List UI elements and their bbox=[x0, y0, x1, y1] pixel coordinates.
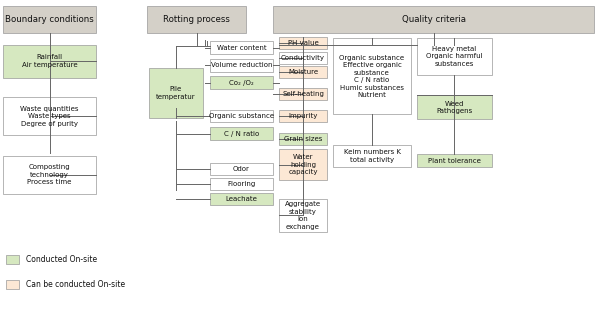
FancyBboxPatch shape bbox=[149, 68, 203, 118]
Text: Leachate: Leachate bbox=[226, 196, 257, 202]
FancyBboxPatch shape bbox=[3, 156, 96, 194]
FancyBboxPatch shape bbox=[3, 97, 96, 135]
FancyBboxPatch shape bbox=[279, 88, 327, 100]
Text: Composting
technology
Process time: Composting technology Process time bbox=[28, 164, 71, 185]
FancyBboxPatch shape bbox=[417, 38, 492, 75]
Text: Aggregate
stability
Ion
exchange: Aggregate stability Ion exchange bbox=[285, 201, 321, 230]
Text: Grain sizes: Grain sizes bbox=[284, 136, 322, 142]
FancyBboxPatch shape bbox=[333, 145, 411, 167]
Text: Impurity: Impurity bbox=[289, 114, 317, 119]
FancyBboxPatch shape bbox=[210, 193, 273, 205]
FancyBboxPatch shape bbox=[417, 154, 492, 167]
FancyBboxPatch shape bbox=[417, 95, 492, 119]
Text: Rotting process: Rotting process bbox=[163, 15, 230, 24]
Text: Organic substance: Organic substance bbox=[209, 113, 274, 119]
Text: Can be conducted On-site: Can be conducted On-site bbox=[26, 280, 125, 289]
FancyBboxPatch shape bbox=[210, 127, 273, 140]
Text: Pile
temperatur: Pile temperatur bbox=[156, 86, 196, 100]
FancyBboxPatch shape bbox=[279, 37, 327, 49]
Text: Waste quantities
Waste types
Degree of purity: Waste quantities Waste types Degree of p… bbox=[20, 106, 79, 127]
Text: Water
holding
capacity: Water holding capacity bbox=[288, 154, 318, 175]
Text: Flooring: Flooring bbox=[227, 181, 256, 187]
FancyBboxPatch shape bbox=[210, 59, 273, 72]
Text: Water content: Water content bbox=[217, 45, 266, 51]
Text: Boundary conditions: Boundary conditions bbox=[5, 15, 94, 24]
Text: Rainfall
Air temperature: Rainfall Air temperature bbox=[22, 54, 77, 68]
FancyBboxPatch shape bbox=[279, 52, 327, 64]
Text: Keim numbers K
total activity: Keim numbers K total activity bbox=[344, 149, 401, 162]
Text: Conductivity: Conductivity bbox=[281, 55, 325, 60]
Text: PH value: PH value bbox=[287, 40, 319, 46]
Text: Self-heating: Self-heating bbox=[282, 91, 324, 97]
FancyBboxPatch shape bbox=[3, 45, 96, 78]
FancyBboxPatch shape bbox=[6, 255, 19, 264]
Text: Heavy metal
Organic harmful
substances: Heavy metal Organic harmful substances bbox=[426, 46, 483, 67]
Text: Weed
Pathogens: Weed Pathogens bbox=[436, 100, 473, 114]
FancyBboxPatch shape bbox=[279, 66, 327, 78]
Text: Moisture: Moisture bbox=[288, 69, 318, 75]
Text: Volume reduction: Volume reduction bbox=[211, 62, 272, 68]
FancyBboxPatch shape bbox=[279, 133, 327, 145]
FancyBboxPatch shape bbox=[279, 199, 327, 232]
Text: C / N ratio: C / N ratio bbox=[224, 131, 259, 136]
Text: Odor: Odor bbox=[233, 166, 250, 172]
FancyBboxPatch shape bbox=[210, 41, 273, 54]
FancyBboxPatch shape bbox=[210, 76, 273, 89]
FancyBboxPatch shape bbox=[210, 110, 273, 122]
FancyBboxPatch shape bbox=[279, 149, 327, 180]
Text: Co₂ /O₂: Co₂ /O₂ bbox=[229, 80, 254, 86]
Text: Conducted On-site: Conducted On-site bbox=[26, 255, 98, 264]
Text: Plant tolerance: Plant tolerance bbox=[428, 158, 481, 163]
Text: Quality criteria: Quality criteria bbox=[401, 15, 466, 24]
FancyBboxPatch shape bbox=[273, 6, 594, 33]
FancyBboxPatch shape bbox=[333, 38, 411, 114]
Text: Organic substance
Effective organic
substance
C / N ratio
Humic substances
Nutri: Organic substance Effective organic subs… bbox=[340, 55, 404, 98]
FancyBboxPatch shape bbox=[3, 6, 96, 33]
FancyBboxPatch shape bbox=[6, 280, 19, 289]
FancyBboxPatch shape bbox=[279, 110, 327, 122]
FancyBboxPatch shape bbox=[210, 178, 273, 190]
FancyBboxPatch shape bbox=[210, 163, 273, 175]
FancyBboxPatch shape bbox=[147, 6, 246, 33]
